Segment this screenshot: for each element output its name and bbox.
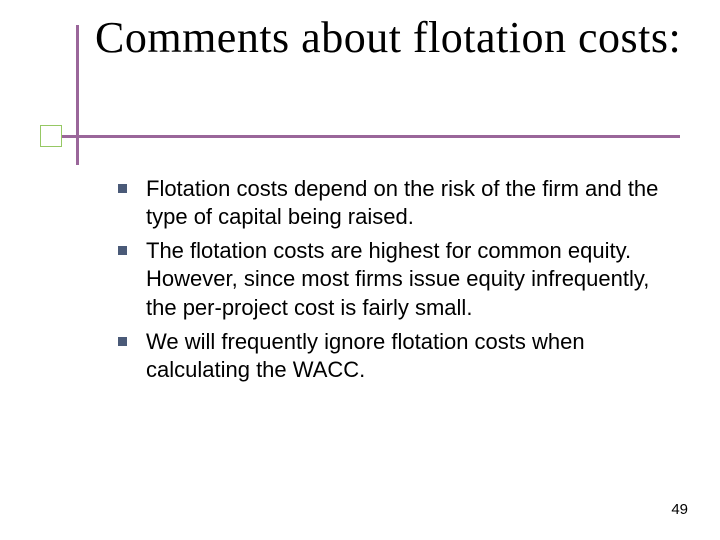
page-number: 49 xyxy=(671,501,688,518)
slide: Comments about flotation costs: Flotatio… xyxy=(0,0,720,540)
vertical-rule xyxy=(76,25,79,165)
slide-title: Comments about flotation costs: xyxy=(95,15,681,61)
square-bullet-icon xyxy=(118,175,146,193)
list-item: We will frequently ignore flotation cost… xyxy=(118,328,663,384)
title-container: Comments about flotation costs: xyxy=(95,15,681,61)
list-item-text: We will frequently ignore flotation cost… xyxy=(146,328,663,384)
square-bullet-icon xyxy=(118,328,146,346)
corner-box xyxy=(40,125,62,147)
list-item-text: Flotation costs depend on the risk of th… xyxy=(146,175,663,231)
list-item: Flotation costs depend on the risk of th… xyxy=(118,175,663,231)
bullet-list: Flotation costs depend on the risk of th… xyxy=(118,175,663,390)
square-bullet-icon xyxy=(118,237,146,255)
list-item: The flotation costs are highest for comm… xyxy=(118,237,663,321)
list-item-text: The flotation costs are highest for comm… xyxy=(146,237,663,321)
horizontal-rule xyxy=(40,135,680,138)
